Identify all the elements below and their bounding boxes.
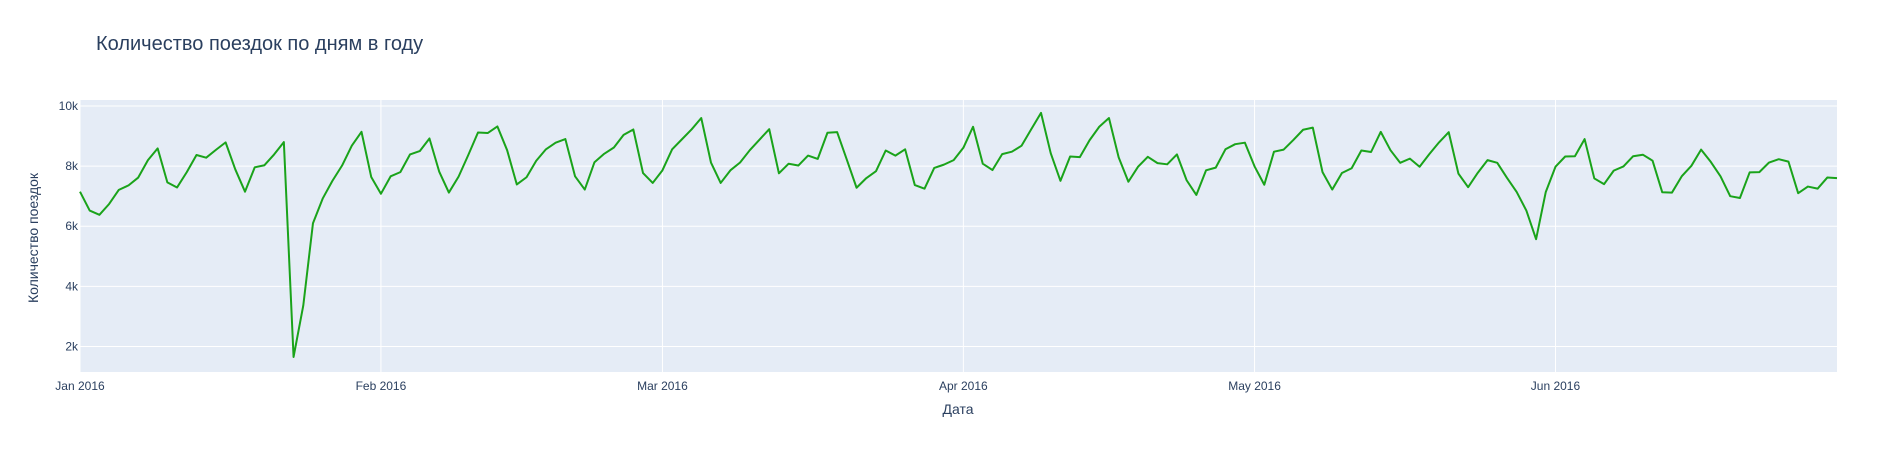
x-axis-title: Дата (942, 401, 973, 417)
y-tick-label: 6k (65, 219, 79, 233)
x-tick-label: Mar 2016 (637, 379, 688, 393)
y-tick-label: 2k (65, 339, 79, 353)
series-group (79, 111, 1838, 358)
plot-area (80, 100, 1837, 372)
y-tick-label: 10k (59, 99, 79, 113)
y-tick-labels: 2k 4k 6k 8k 10k (59, 99, 79, 353)
x-tick-label: Apr 2016 (939, 379, 988, 393)
x-tick-label: May 2016 (1228, 379, 1281, 393)
y-gridlines (80, 105, 1837, 347)
x-tick-labels: Jan 2016 Feb 2016 Mar 2016 Apr 2016 May 2016… (55, 379, 1580, 393)
x-tick-label: Jun 2016 (1531, 379, 1581, 393)
series-line (79, 111, 1838, 358)
y-axis-title: Количество поездок (25, 172, 41, 303)
x-tick-label: Jan 2016 (55, 379, 105, 393)
y-tick-label: 4k (65, 279, 79, 293)
x-tick-label: Feb 2016 (356, 379, 407, 393)
x-gridlines (79, 100, 1556, 372)
y-tick-label: 8k (65, 159, 79, 173)
chart-title: Количество поездок по дням в году (96, 33, 423, 55)
